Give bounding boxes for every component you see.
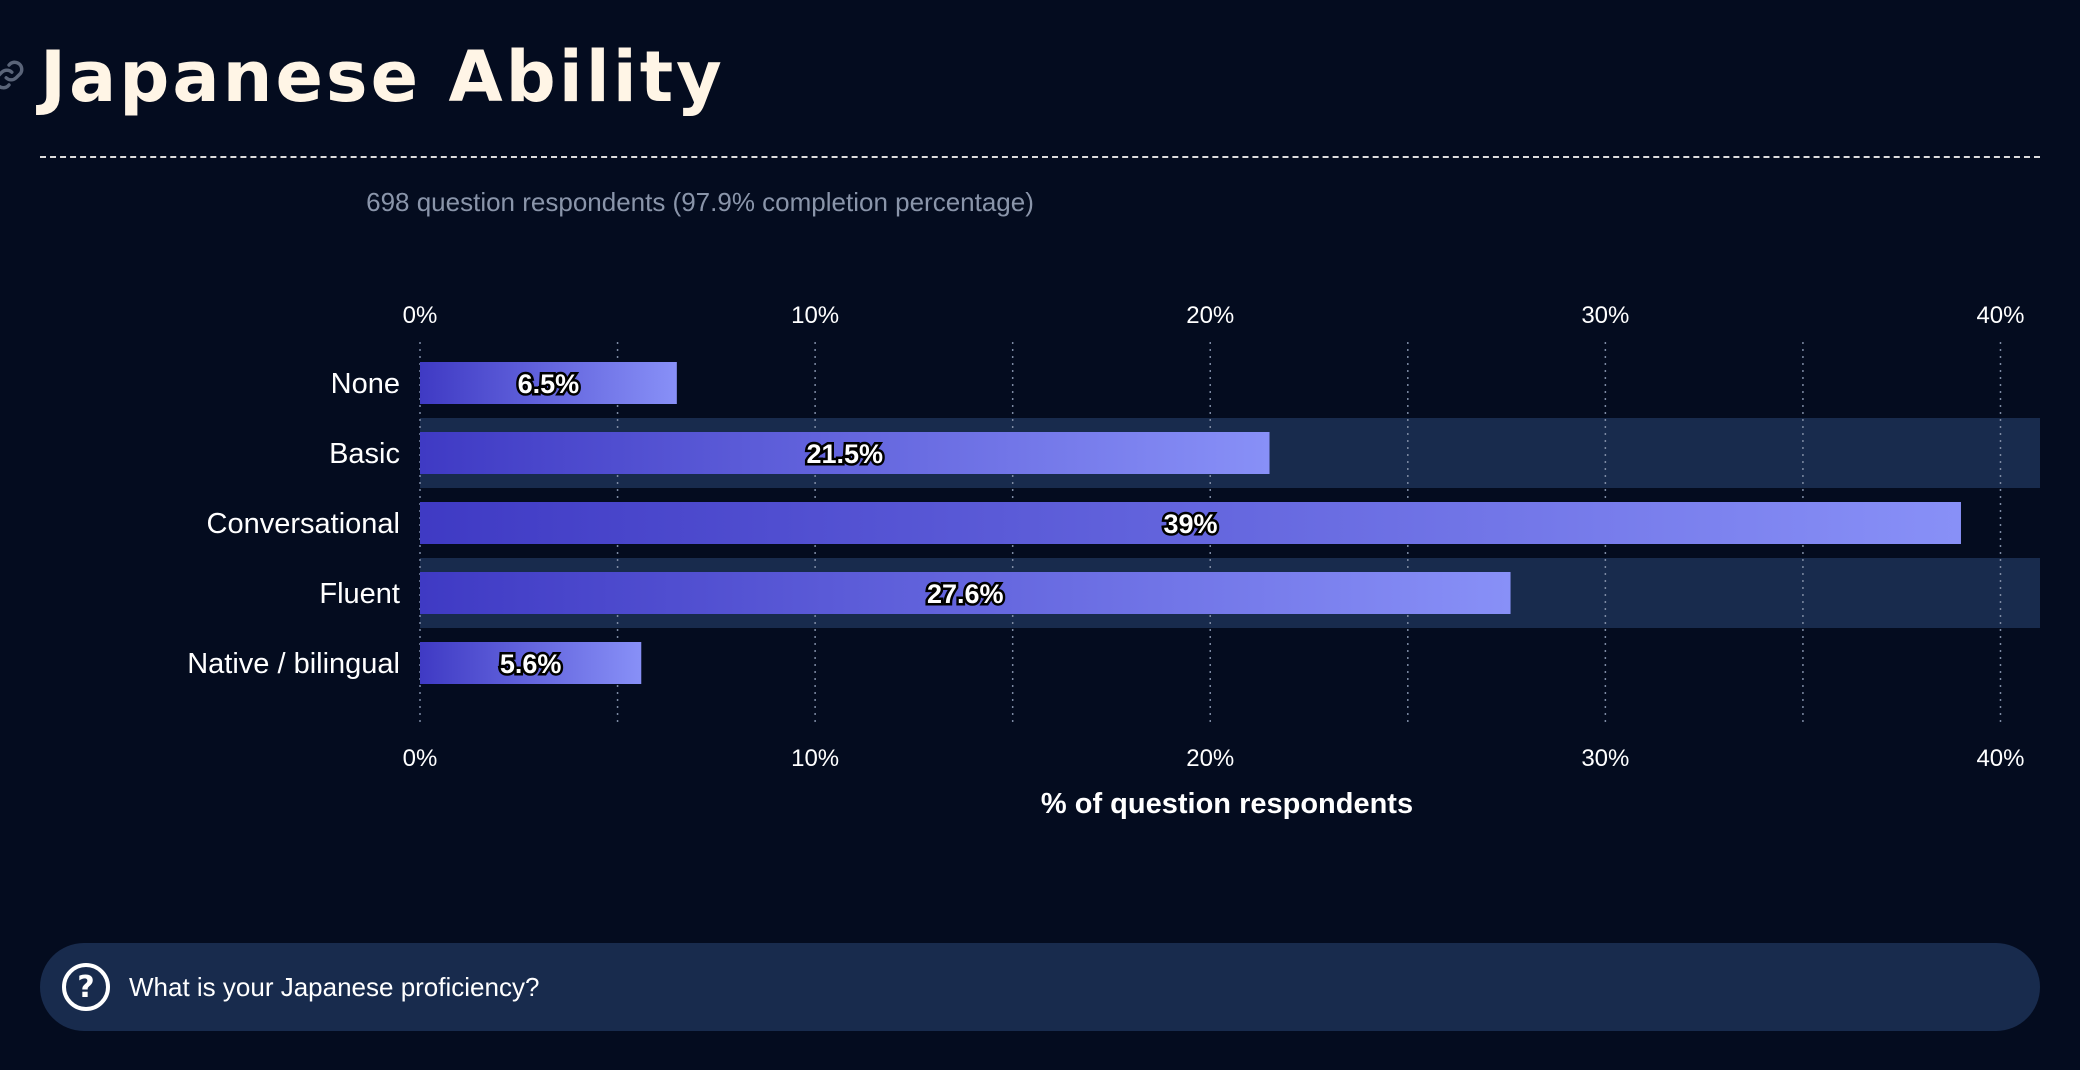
bar-chart: 0% 0% 10% 10% 20% 20% 30% 30% 40% 40% None 6.5% Basi… [187,302,2040,820]
category-label: Fluent [319,578,400,610]
x-tick-label-top: 30% [1581,302,1629,329]
x-tick-label-bottom: 40% [1976,745,2024,772]
bar-value-label: 21.5% [806,439,883,469]
question-text: What is your Japanese proficiency? [129,972,540,1002]
page-title: Japanese Ability [40,36,725,118]
category-label: None [331,368,400,400]
bar [420,362,677,404]
x-tick-label-bottom: 20% [1186,745,1234,772]
bar [420,502,1961,544]
bar-value-label: 27.6% [927,579,1004,609]
x-tick-label-top: 40% [1976,302,2024,329]
category-label: Conversational [207,508,400,540]
x-tick-label-bottom: 0% [403,745,438,772]
title-divider [40,156,2040,158]
bar [420,572,1511,614]
category-label: Basic [329,438,400,470]
x-tick-label-bottom: 30% [1581,745,1629,772]
question-circle-icon: ? [62,963,110,1011]
x-tick-label-top: 20% [1186,302,1234,329]
x-tick-label-top: 10% [791,302,839,329]
bar-value-label: 5.6% [500,649,562,679]
x-tick-label-top: 0% [403,302,438,329]
bar [420,642,642,684]
bar-value-label: 6.5% [518,369,580,399]
bar [420,432,1270,474]
category-label: Native / bilingual [187,648,400,680]
x-tick-label-bottom: 10% [791,745,839,772]
question-banner: ? What is your Japanese proficiency? [40,943,2040,1031]
x-axis-title: % of question respondents [1041,788,1413,820]
link-icon[interactable] [0,58,26,92]
bar-value-label: 39% [1163,509,1217,539]
respondents-subtitle: 698 question respondents (97.9% completi… [366,187,1034,217]
